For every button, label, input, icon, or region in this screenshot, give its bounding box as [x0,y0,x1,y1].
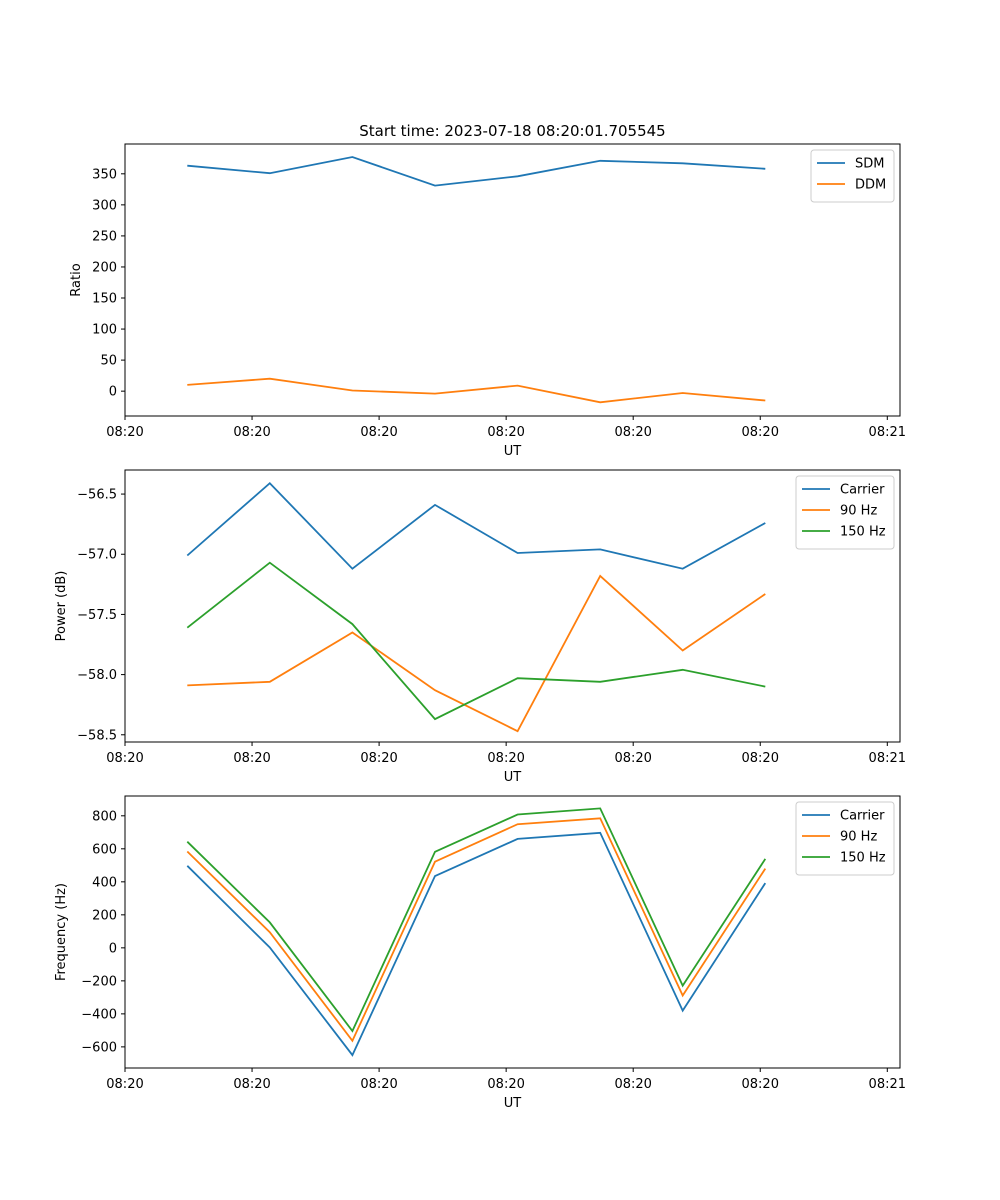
x-axis-label: UT [504,444,522,459]
legend-label: DDM [855,178,886,193]
y-tick-label: 200 [92,260,117,275]
legend-label: SDM [855,157,884,172]
ratio-series-sdm [187,156,766,187]
y-tick-label: 600 [92,842,117,857]
chart-title: Start time: 2023-07-18 08:20:01.705545 [359,122,665,140]
y-tick-label: −58.5 [77,728,117,743]
x-tick-label: 08:20 [487,751,524,766]
y-tick-label: −200 [81,974,117,989]
legend-label: 90 Hz [840,504,877,519]
y-axis-label: Ratio [69,263,84,296]
x-tick-label: 08:20 [106,425,143,440]
frequency-axes-frame [124,795,901,1069]
ratio-legend: SDM DDM [810,149,895,203]
x-tick-label: 08:20 [614,1077,651,1092]
x-tick-label: 08:21 [869,751,906,766]
y-tick-label: −57.5 [77,608,117,623]
y-tick-label: 800 [92,809,117,824]
power-series-90-hz [187,574,766,733]
x-tick-label: 08:20 [614,425,651,440]
legend-label: 150 Hz [840,525,886,540]
y-tick-label: −600 [81,1040,117,1055]
x-tick-label: 08:20 [233,751,270,766]
y-tick-label: −400 [81,1007,117,1022]
x-tick-label: 08:20 [614,751,651,766]
y-tick-label: 100 [92,323,117,338]
x-tick-label: 08:21 [869,425,906,440]
power-axes-frame [124,469,901,743]
frequency-series-90-hz [186,817,767,1043]
power-legend: Carrier 90 Hz 150 Hz [795,475,895,550]
x-tick-label: 08:21 [869,1077,906,1092]
x-tick-label: 08:20 [742,1077,779,1092]
x-tick-label: 08:20 [487,1077,524,1092]
y-tick-label: 250 [92,229,117,244]
power-panel: 08:20 08:20 08:20 08:20 08:20 08:20 08:21 −58.5… [54,469,906,785]
x-tick-label: 08:20 [742,751,779,766]
y-tick-label: −58.0 [77,668,117,683]
y-tick-label: 150 [92,292,117,307]
power-series-carrier [186,481,766,570]
x-tick-label: 08:20 [106,1077,143,1092]
ratio-panel: Start time: 2023-07-18 08:20:01.705545 08… [69,122,906,459]
x-tick-label: 08:20 [360,1077,397,1092]
y-tick-label: 400 [92,875,117,890]
x-tick-label: 08:20 [233,1077,270,1092]
x-tick-label: 08:20 [233,425,270,440]
y-tick-label: 50 [100,354,117,369]
ratio-axes-frame [124,143,901,417]
power-series-150-hz [186,561,766,721]
frequency-panel: 08:20 08:20 08:20 08:20 08:20 08:20 08:21 −600 −… [54,795,906,1111]
legend-label: Carrier [840,483,885,498]
y-axis-label: Frequency (Hz) [54,883,69,981]
y-tick-label: 200 [92,908,117,923]
y-tick-label: −56.5 [77,488,117,503]
x-tick-label: 08:20 [742,425,779,440]
y-tick-label: 0 [109,385,117,400]
legend-label: 150 Hz [840,851,886,866]
y-tick-label: 0 [109,941,117,956]
frequency-legend: Carrier 90 Hz 150 Hz [795,801,895,876]
x-tick-label: 08:20 [360,425,397,440]
x-tick-label: 08:20 [106,751,143,766]
frequency-series-carrier [186,831,767,1057]
y-tick-label: 300 [92,198,117,213]
frequency-series-150-hz [186,807,767,1033]
ratio-series-ddm [187,377,766,404]
y-tick-label: −57.0 [77,548,117,563]
legend-label: 90 Hz [840,830,877,845]
legend-label: Carrier [840,809,885,824]
x-axis-label: UT [504,1096,522,1111]
x-tick-label: 08:20 [487,425,524,440]
y-tick-label: 350 [92,167,117,182]
y-axis-label: Power (dB) [54,571,69,642]
x-tick-label: 08:20 [360,751,397,766]
x-axis-label: UT [504,770,522,785]
